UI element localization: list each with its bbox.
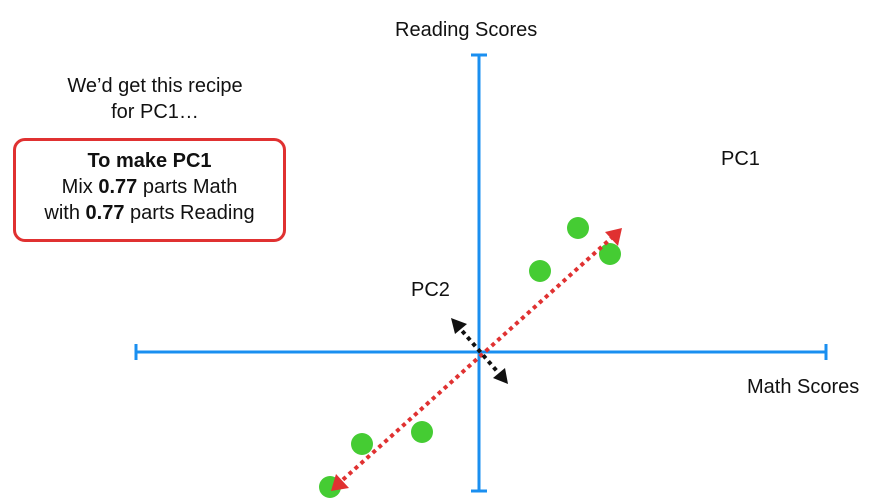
intro-text: We’d get this recipe for PC1… (30, 73, 280, 125)
y-axis (471, 53, 487, 493)
pc1-label: PC1 (721, 148, 760, 170)
data-point (599, 243, 621, 265)
math-weight: 0.77 (98, 176, 138, 198)
x-axis (134, 344, 828, 360)
pc1-arrow (331, 228, 622, 491)
recipe-title: To make PC1 (87, 150, 212, 172)
recipe-line-2: with 0.77 parts Reading (44, 202, 255, 224)
data-point (567, 217, 589, 239)
pc2-label: PC2 (411, 279, 450, 301)
data-point (411, 421, 433, 443)
recipe-line-1: Mix 0.77 parts Math (61, 176, 238, 198)
reading-weight: 0.77 (85, 202, 125, 224)
data-point (529, 260, 551, 282)
pc2-arrow (451, 318, 508, 384)
intro-line-2: for PC1… (111, 101, 199, 123)
data-points (319, 217, 621, 498)
recipe-box: To make PC1 Mix 0.77 parts Math with 0.7… (13, 138, 286, 242)
y-axis-label: Reading Scores (395, 19, 538, 41)
data-point (351, 433, 373, 455)
x-axis-label: Math Scores (747, 376, 860, 398)
intro-line-1: We’d get this recipe (67, 75, 243, 97)
